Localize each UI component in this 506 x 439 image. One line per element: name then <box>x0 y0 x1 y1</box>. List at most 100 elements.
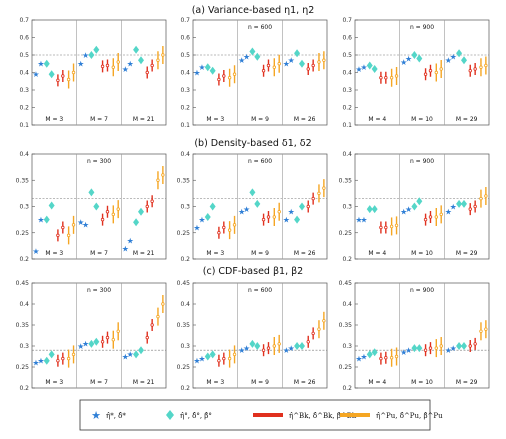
orange-point <box>272 344 276 348</box>
star-point: ★ <box>82 340 89 349</box>
panel-frame <box>31 19 167 126</box>
star-point: ★ <box>127 350 134 359</box>
orange-point <box>227 228 232 232</box>
star-point: ★ <box>82 51 89 60</box>
y-tick-label: 0.1 <box>19 122 29 129</box>
diamond-point <box>137 346 144 355</box>
star-point: ★ <box>405 54 412 63</box>
orange-point <box>484 327 488 331</box>
diamond-point <box>460 342 467 350</box>
red-point <box>150 199 154 203</box>
red-point <box>423 217 428 222</box>
orange-point <box>389 76 394 80</box>
red-point <box>105 63 110 68</box>
star-point: ★ <box>288 344 295 353</box>
legend: ★ η̂*, δ̂* η̂°, δ̂°, β̂° η̂^Bk, δ̂^Bk, β… <box>79 399 443 431</box>
y-tick-label: 0.25 <box>339 364 353 371</box>
red-point <box>56 359 60 363</box>
y-tick-label: 0.4 <box>342 151 352 158</box>
legend-diamond-label: η̂°, δ̂°, β̂° <box>180 411 212 420</box>
diamond-point <box>88 188 95 197</box>
orange-point <box>484 63 488 68</box>
diamond-point <box>254 342 261 350</box>
sample-size-label: n = 900 <box>410 24 434 31</box>
diamond-point <box>294 342 301 350</box>
group-label: M = 26 <box>294 116 316 123</box>
y-tick-label: 0.35 <box>339 177 353 184</box>
group-label: M = 10 <box>411 379 433 386</box>
diamond-point <box>298 59 305 68</box>
star-point: ★ <box>122 244 129 253</box>
orange-point <box>272 215 276 219</box>
red-point <box>56 78 60 83</box>
y-tick-label: 0.4 <box>19 70 29 77</box>
diamond-point <box>254 199 261 208</box>
orange-point <box>227 76 232 80</box>
orange-point <box>479 196 483 201</box>
star-point: ★ <box>450 344 457 353</box>
diamond-point <box>133 45 140 54</box>
y-tick-label: 0.4 <box>180 70 190 77</box>
orange-point <box>156 58 160 62</box>
diamond-point <box>88 339 95 348</box>
orange-point <box>161 173 165 177</box>
red-point <box>105 335 110 340</box>
y-tick-label: 0.3 <box>180 343 190 350</box>
diamond-point <box>456 49 463 58</box>
y-tick-label: 0.3 <box>19 87 29 94</box>
sample-size-label: n = 600 <box>248 287 272 294</box>
red-point <box>428 215 433 219</box>
y-tick-label: 0.2 <box>180 256 190 263</box>
y-tick-label: 0.45 <box>339 280 353 287</box>
panel-frame <box>354 282 490 389</box>
y-tick-label: 0.2 <box>342 256 352 263</box>
diamond-point <box>137 207 144 216</box>
legend-red-label: η̂^Bk, δ̂^Bk, β̂^Bk <box>289 411 357 420</box>
panel-frame <box>192 19 328 126</box>
diamond-point <box>133 218 140 227</box>
star-point: ★ <box>288 208 295 217</box>
group-label: M = 26 <box>294 250 316 257</box>
red-point <box>379 225 383 230</box>
orange-point <box>277 342 281 346</box>
y-tick-label: 0.2 <box>180 105 190 112</box>
red-point <box>56 233 60 238</box>
diamond-point <box>366 205 373 214</box>
red-point <box>145 204 149 209</box>
star-point: ★ <box>288 56 295 65</box>
red-point <box>379 356 383 361</box>
diamond-point <box>133 350 140 359</box>
red-point <box>266 346 271 350</box>
orange-point <box>272 65 276 69</box>
y-tick-label: 0.3 <box>180 87 190 94</box>
star-point: ★ <box>400 208 407 217</box>
red-point <box>468 344 472 348</box>
y-tick-label: 0.5 <box>180 52 190 59</box>
star-point: ★ <box>445 346 452 355</box>
y-tick-label: 0.2 <box>342 105 352 112</box>
red-point <box>222 356 226 361</box>
y-tick-label: 0.35 <box>177 322 191 329</box>
red-point <box>423 72 428 76</box>
orange-point <box>232 352 237 357</box>
star-point: ★ <box>77 60 84 69</box>
orange-point <box>71 352 76 357</box>
red-point <box>266 63 271 68</box>
legend-red-swatch <box>253 413 283 417</box>
group-label: M = 21 <box>133 250 155 257</box>
red-point <box>423 348 428 352</box>
orange-point <box>434 70 438 75</box>
orange-point <box>66 356 71 361</box>
star-point: ★ <box>122 65 129 74</box>
star-point: ★ <box>400 58 407 67</box>
orange-point <box>322 319 326 323</box>
row-title-density: (b) Density-based δ1, δ2 <box>194 138 311 149</box>
orange-point <box>156 178 160 182</box>
group-label: M = 10 <box>411 250 433 257</box>
panel-frame <box>354 19 490 126</box>
diamond-point <box>209 350 216 359</box>
star-point: ★ <box>198 354 205 363</box>
red-point <box>306 340 310 344</box>
